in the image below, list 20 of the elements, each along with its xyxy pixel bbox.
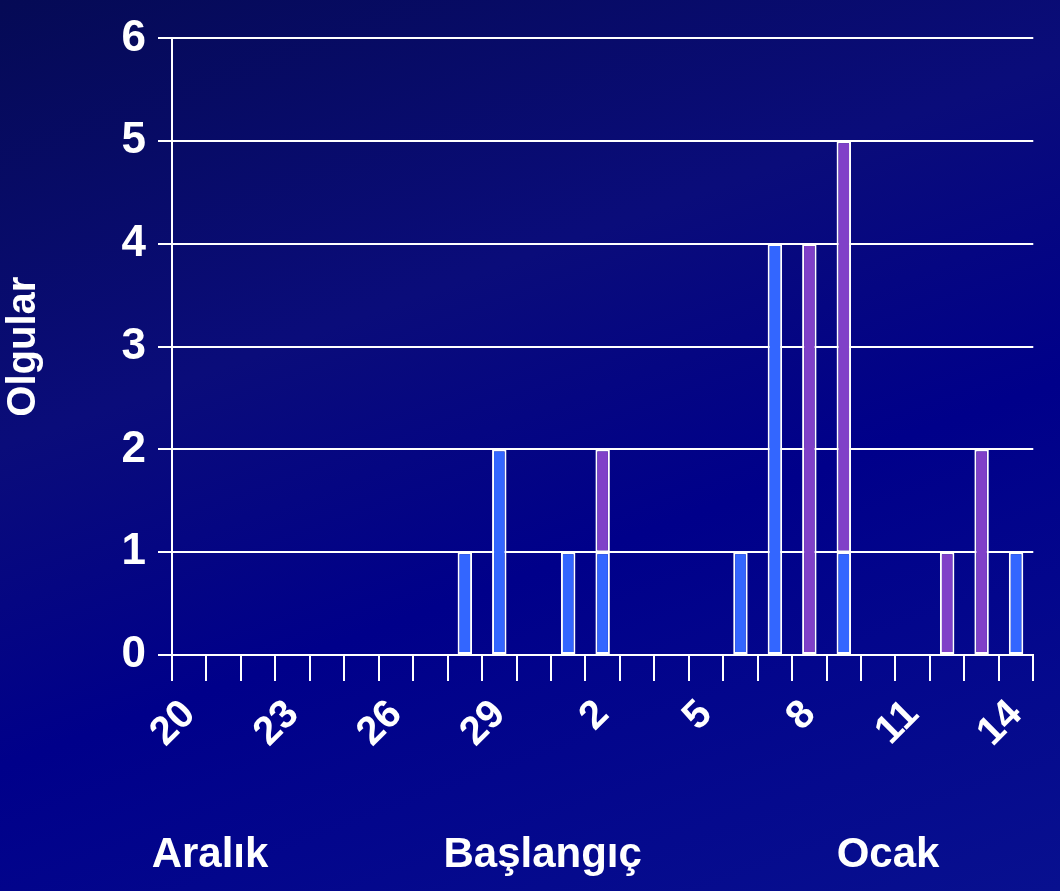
x-tick-label: 29	[450, 690, 513, 753]
x-tick-label: 2	[569, 690, 617, 738]
x-tick-label: 20	[140, 690, 203, 753]
text: Aralık	[151, 828, 269, 876]
y-tick-label: 4	[121, 216, 147, 266]
y-tick-label: 5	[121, 113, 146, 163]
text: Ocak	[836, 828, 941, 876]
x-tick-label: 14	[966, 689, 1031, 753]
x-axis-title: Başlangıç	[443, 828, 642, 876]
x-tick-label: 5	[672, 690, 720, 738]
y-tick-label: 2	[121, 421, 146, 471]
x-tick-label: 26	[346, 690, 410, 753]
x-tick-label: 8	[775, 690, 823, 738]
y-tick-label: 6	[121, 10, 146, 60]
y-tick-label: 3	[121, 318, 146, 368]
x-tick-label: 23	[243, 690, 307, 753]
y-tick-label: 0	[121, 627, 146, 677]
y-tick-label: 1	[121, 524, 146, 574]
x-tick-label: 11	[865, 690, 927, 752]
y-axis-title: Olgular	[0, 276, 44, 417]
